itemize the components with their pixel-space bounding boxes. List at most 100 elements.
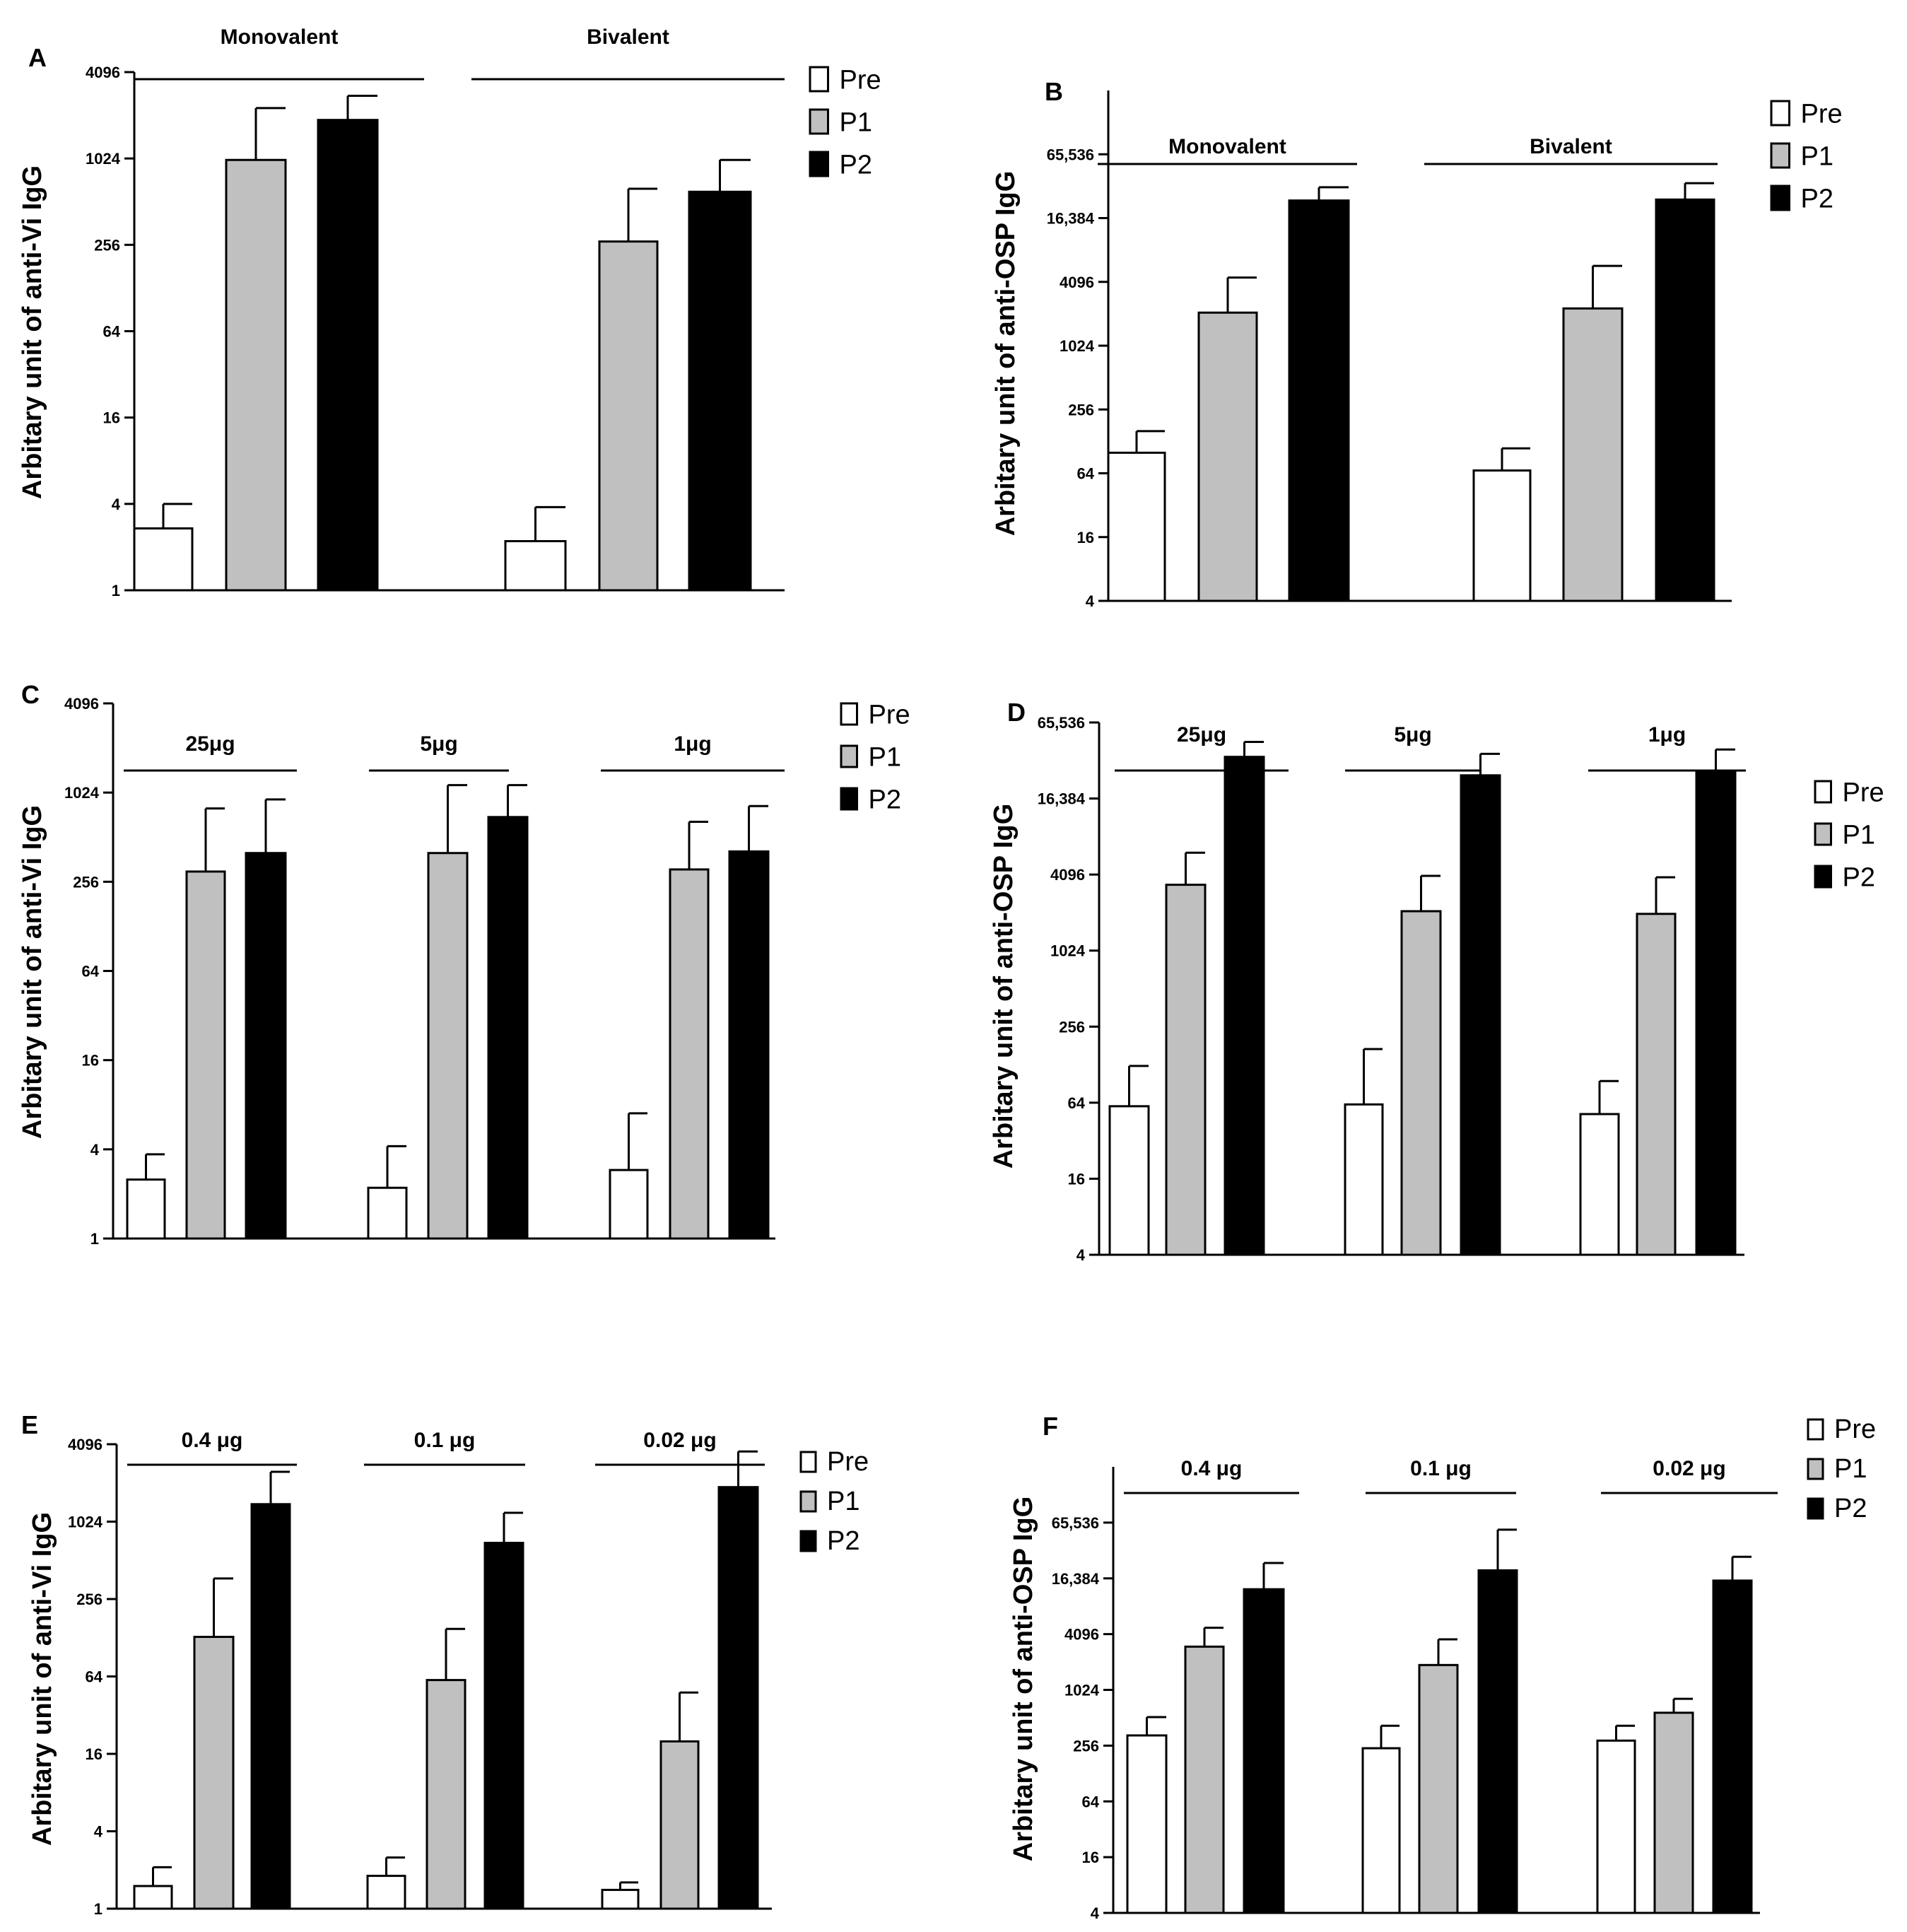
legend-swatch-p2 <box>1807 1497 1824 1520</box>
bar-pre <box>504 540 567 592</box>
y-tick-label: 4096 <box>1064 1626 1099 1644</box>
legend-label: P1 <box>827 1487 859 1516</box>
bar-p1 <box>185 870 226 1240</box>
legend-label: P1 <box>840 108 872 138</box>
bar-pre <box>133 527 194 592</box>
y-tick-label: 65,536 <box>1052 1514 1099 1532</box>
y-tick-label: 4 <box>1086 592 1095 610</box>
legend-swatch-p2 <box>809 151 829 177</box>
y-tick-label: 256 <box>94 236 120 254</box>
y-tick-label: 16 <box>1068 1170 1085 1188</box>
group-label: 0.4 μg <box>182 1429 243 1452</box>
y-tick-label: 256 <box>73 873 99 891</box>
bar-p1 <box>1184 1645 1225 1914</box>
legend-swatch-p2 <box>840 787 858 811</box>
legend-swatch-p1 <box>1807 1458 1824 1480</box>
y-tick-label: 4096 <box>1060 274 1094 291</box>
group-label: 1μg <box>1648 723 1686 747</box>
y-tick-label: 4096 <box>86 64 120 81</box>
bar-p1 <box>1653 1711 1694 1914</box>
y-tick-label: 4096 <box>1050 866 1085 884</box>
bar-pre <box>601 1888 640 1910</box>
y-axis-title: Arbitary unit of anti-Vi IgG <box>28 1512 57 1846</box>
y-tick-label: 65,536 <box>1038 714 1085 732</box>
bar-pre <box>1596 1739 1636 1914</box>
legend-swatch-p1 <box>840 744 858 768</box>
y-tick-label: 16,384 <box>1038 790 1086 808</box>
panel-label: A <box>28 43 47 72</box>
bar-p1 <box>598 240 659 592</box>
bar-p2 <box>483 1542 524 1910</box>
y-tick-label: 16 <box>103 409 120 427</box>
bar-p1 <box>659 1740 700 1910</box>
group-label: 25μg <box>185 732 235 756</box>
legend-label: P2 <box>840 151 872 180</box>
group-label: Bivalent <box>1530 135 1612 158</box>
legend-swatch-p2 <box>799 1530 817 1552</box>
y-tick-label: 4096 <box>68 1436 102 1453</box>
y-tick-label: 64 <box>82 963 100 980</box>
legend-label: Pre <box>840 66 881 95</box>
chart-panel-F: F 4 16 64 256 1024 4096 16,384 65,536 Arbitary un… <box>1009 1412 1876 1922</box>
y-tick-label: 16,384 <box>1052 1570 1100 1588</box>
y-tick-label: 256 <box>1059 1018 1085 1036</box>
bar-p2 <box>728 850 770 1240</box>
chart-panel-D: D 4 16 64 256 1024 4096 16,384 65,536 Arbitary un… <box>989 698 1884 1264</box>
bar-p1 <box>427 852 469 1240</box>
bar-p2 <box>1288 199 1350 602</box>
bar-p2 <box>1477 1569 1518 1914</box>
panel-label: E <box>21 1410 38 1439</box>
bar-p2 <box>245 852 287 1240</box>
panel-label: F <box>1043 1412 1058 1441</box>
y-tick-label: 4 <box>112 496 121 513</box>
y-tick-label: 256 <box>76 1591 102 1608</box>
bar-pre <box>609 1169 649 1240</box>
bar-pre <box>1579 1113 1620 1256</box>
y-tick-label: 64 <box>1077 465 1095 483</box>
legend-label: Pre <box>1843 778 1884 808</box>
legend-swatch-pre <box>1814 780 1832 804</box>
bar-pre <box>126 1178 166 1240</box>
bar-p2 <box>717 1486 759 1910</box>
bar-p1 <box>1197 311 1258 602</box>
legend-swatch-pre <box>840 702 858 726</box>
y-tick-label: 16 <box>1082 1849 1099 1866</box>
bar-p2 <box>317 119 379 592</box>
bar-p1 <box>1562 307 1624 602</box>
bar-p2 <box>1655 198 1715 602</box>
legend-label: P1 <box>1801 142 1833 172</box>
bar-p1 <box>1636 913 1677 1256</box>
y-axis-title: Arbitary unit of anti-OSP IgG <box>989 804 1019 1169</box>
bar-p2 <box>688 190 752 592</box>
bar-p1 <box>1418 1663 1459 1914</box>
chart-panel-B: B 4 16 64 256 1024 4096 16,384 65,536 Arbitary un… <box>991 77 1843 610</box>
bar-pre <box>367 1186 408 1240</box>
group-label: 0.02 μg <box>1653 1457 1725 1480</box>
bar-p2 <box>1712 1579 1753 1914</box>
bar-p1 <box>1400 910 1442 1256</box>
panel-label: D <box>1007 698 1026 727</box>
y-tick-label: 64 <box>1082 1793 1100 1810</box>
bar-pre <box>1361 1747 1401 1914</box>
y-tick-label: 4 <box>1091 1904 1100 1922</box>
legend-swatch-pre <box>809 66 829 93</box>
y-tick-label: 16 <box>82 1052 99 1070</box>
legend-swatch-p1 <box>1770 142 1790 169</box>
group-label: Monovalent <box>1168 135 1286 158</box>
group-label: 5μg <box>420 732 457 756</box>
bar-p1 <box>669 868 710 1240</box>
bar-p2 <box>1243 1588 1285 1914</box>
bar-p2 <box>1460 774 1501 1256</box>
y-tick-label: 16,384 <box>1047 210 1095 228</box>
legend-label: P2 <box>869 785 901 815</box>
bar-p1 <box>426 1679 467 1910</box>
bar-p2 <box>487 816 529 1240</box>
y-tick-label: 64 <box>86 1668 103 1686</box>
bar-pre <box>1108 1105 1150 1256</box>
legend-swatch-p2 <box>1770 185 1790 211</box>
y-tick-label: 1024 <box>68 1514 103 1531</box>
bar-pre <box>133 1885 173 1910</box>
legend-swatch-pre <box>1770 100 1790 127</box>
legend-label: P2 <box>827 1526 859 1556</box>
y-tick-label: 1024 <box>1064 1682 1100 1699</box>
